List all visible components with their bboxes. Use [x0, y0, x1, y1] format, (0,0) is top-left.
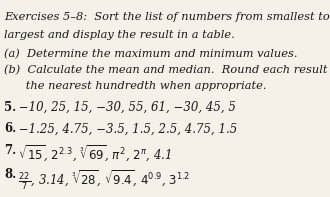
- Text: (a)  Determine the maximum and minimum values.: (a) Determine the maximum and minimum va…: [4, 49, 298, 59]
- Text: the nearest hundredth when appropriate.: the nearest hundredth when appropriate.: [4, 81, 267, 91]
- Text: 8.: 8.: [4, 168, 16, 181]
- Text: $\sqrt{15}$, $2^{2.3}$, $\sqrt[3]{69}$, $\pi^{2}$, $2^{\pi}$, 4.1: $\sqrt{15}$, $2^{2.3}$, $\sqrt[3]{69}$, …: [15, 144, 171, 164]
- Text: −1.25, 4.75, −3.5, 1.5, 2.5, 4.75, 1.5: −1.25, 4.75, −3.5, 1.5, 2.5, 4.75, 1.5: [15, 123, 237, 136]
- Text: Exercises 5–8:  Sort the list of numbers from smallest to: Exercises 5–8: Sort the list of numbers …: [4, 12, 330, 22]
- Text: (b)  Calculate the mean and median.  Round each result to: (b) Calculate the mean and median. Round…: [4, 65, 330, 75]
- Text: −10, 25, 15, −30, 55, 61, −30, 45, 5: −10, 25, 15, −30, 55, 61, −30, 45, 5: [15, 101, 236, 114]
- Text: $\frac{22}{7}$, 3.14, $\sqrt[3]{28}$, $\sqrt{9.4}$, $4^{0.9}$, $3^{1.2}$: $\frac{22}{7}$, 3.14, $\sqrt[3]{28}$, $\…: [15, 168, 190, 192]
- Text: largest and display the result in a table.: largest and display the result in a tabl…: [4, 31, 235, 40]
- Text: 6.: 6.: [4, 123, 16, 136]
- Text: 5.: 5.: [4, 101, 16, 114]
- Text: 7.: 7.: [4, 144, 16, 157]
